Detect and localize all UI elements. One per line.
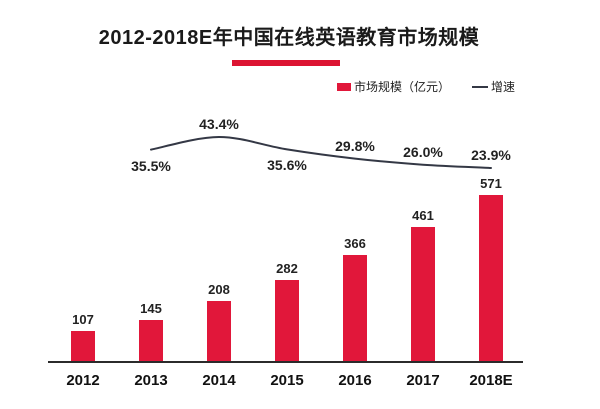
bar-2016 xyxy=(343,254,367,362)
legend-bar-label: 市场规模（亿元） xyxy=(354,80,451,94)
growth-point-label: 23.9% xyxy=(471,147,511,163)
growth-point-label: 43.4% xyxy=(199,116,239,132)
x-axis-label-2017: 2017 xyxy=(406,372,440,389)
bar-value-label: 107 xyxy=(72,311,94,327)
bar-value-label: 571 xyxy=(480,175,502,191)
x-axis-label-2015: 2015 xyxy=(270,372,304,389)
legend: 市场规模（亿元） 增速 xyxy=(337,79,515,94)
bar-value-label: 282 xyxy=(276,260,298,276)
x-axis-label-2013: 2013 xyxy=(134,372,168,389)
x-axis-label-2016: 2016 xyxy=(338,372,372,389)
legend-line-label: 增速 xyxy=(491,80,516,94)
x-axis-label-2012: 2012 xyxy=(66,372,100,389)
bar-value-label: 366 xyxy=(344,235,366,251)
x-axis-label-2018E: 2018E xyxy=(469,372,513,389)
bar-2013 xyxy=(139,319,163,362)
line-series-swatch-icon xyxy=(472,85,489,88)
bar-value-label: 145 xyxy=(140,300,162,316)
bar-value-label: 208 xyxy=(208,282,230,298)
bar-2015 xyxy=(275,279,299,362)
bar-value-label: 461 xyxy=(412,208,434,224)
bar-2014 xyxy=(207,301,231,362)
growth-point-label: 35.6% xyxy=(267,157,307,174)
x-axis-line xyxy=(48,361,523,363)
x-axis-label-2014: 2014 xyxy=(202,372,236,389)
growth-point-label: 35.5% xyxy=(131,157,171,174)
growth-point-label: 29.8% xyxy=(335,137,375,154)
bar-series-swatch-icon xyxy=(337,82,351,91)
bar-2018E xyxy=(479,194,503,362)
title-underline-decoration xyxy=(232,60,340,66)
bar-2012 xyxy=(71,330,95,362)
growth-point-label: 26.0% xyxy=(403,143,443,160)
chart-title: 2012-2018E年中国在线英语教育市场规模 xyxy=(98,27,480,49)
bar-2017 xyxy=(411,227,435,362)
